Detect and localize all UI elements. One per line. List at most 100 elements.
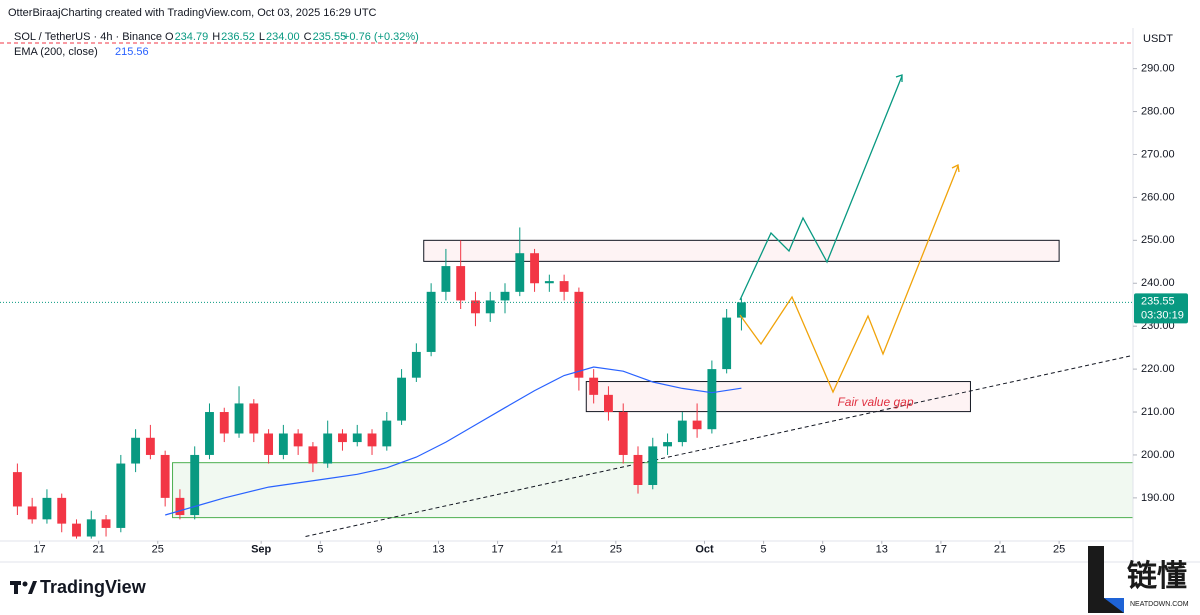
logo-text: TradingView	[40, 577, 147, 597]
x-tick-label: Sep	[251, 544, 271, 556]
alt-arrowhead	[951, 164, 960, 173]
candle-body	[618, 412, 628, 455]
candle-body	[131, 437, 141, 464]
y-tick-label: 190.00	[1141, 492, 1175, 504]
candle-body	[515, 253, 525, 292]
alt-projection	[739, 165, 959, 394]
candle-body	[426, 291, 436, 352]
y-tick-label: 280.00	[1141, 105, 1175, 117]
x-tick-label: 17	[935, 544, 947, 556]
y-tick-label: 220.00	[1141, 363, 1175, 375]
candle-body	[367, 433, 377, 447]
x-tick-label: 13	[876, 544, 888, 556]
candle-body	[219, 412, 229, 434]
candle-body	[293, 433, 303, 447]
candle-body	[116, 463, 126, 528]
credit: OtterBiraajCharting created with Trading…	[8, 7, 377, 19]
x-tick-label: 17	[33, 544, 45, 556]
candle-body	[264, 433, 274, 455]
logo-shape	[22, 581, 28, 587]
candle-body	[27, 506, 37, 520]
logo-shape	[28, 581, 37, 594]
candle-body	[736, 302, 746, 318]
ohlc-legend: O 234.79 H 236.52 L 234.00 C 235.55	[165, 31, 346, 43]
candle-body	[278, 433, 288, 455]
ema-line	[165, 366, 742, 516]
x-tick-label: Oct	[695, 544, 714, 556]
x-tick-label: 5	[317, 544, 323, 556]
candle-body	[441, 266, 451, 292]
x-tick-label: 21	[93, 544, 105, 556]
candle-body	[411, 351, 421, 378]
x-tick-label: 5	[761, 544, 767, 556]
candle-body	[604, 394, 613, 413]
candle-body	[722, 317, 732, 370]
candle-body	[338, 433, 347, 443]
zone	[423, 239, 1060, 262]
ohlc-value: 234.00	[266, 31, 300, 43]
bull-arrowhead	[895, 74, 903, 82]
candle-body	[692, 420, 702, 430]
y-tick-label: 200.00	[1141, 449, 1175, 461]
candle-body	[456, 266, 466, 301]
y-tick-label: 260.00	[1141, 191, 1175, 203]
ohlc-value: 234.79	[175, 31, 209, 43]
candle-body	[160, 454, 170, 498]
candle-body	[175, 497, 185, 516]
y-tick-label: 210.00	[1141, 406, 1175, 418]
ohlc-key: C	[304, 31, 312, 43]
x-tick-label: 25	[1053, 544, 1065, 556]
bull-projection	[739, 75, 903, 301]
currency: USDT	[1143, 33, 1173, 45]
watermark-shape	[1104, 598, 1124, 613]
candle-body	[249, 403, 259, 434]
last-price-label: 235.55	[1141, 295, 1175, 307]
y-tick-label: 270.00	[1141, 148, 1175, 160]
zone	[585, 381, 971, 413]
watermark-sub: NEATDOWN.COM	[1130, 601, 1189, 608]
logo-shape	[14, 581, 18, 594]
candle-body	[190, 454, 200, 516]
x-tick-label: 25	[152, 544, 164, 556]
candle-body	[57, 497, 67, 524]
ohlc-value: 235.55	[313, 31, 347, 43]
candle-body	[648, 446, 658, 485]
x-tick-label: 9	[376, 544, 382, 556]
ema-legend-name: EMA (200, close)	[14, 46, 98, 58]
y-tick-label: 240.00	[1141, 277, 1175, 289]
candle-body	[101, 519, 111, 528]
candle-body	[323, 433, 333, 464]
candle-body	[42, 497, 52, 520]
candle-body	[485, 300, 495, 314]
candle-body	[12, 472, 22, 507]
x-tick-label: 25	[610, 544, 622, 556]
ohlc-key: H	[212, 31, 220, 43]
x-tick-label: 13	[432, 544, 444, 556]
candle-body	[589, 377, 599, 395]
candle-body	[382, 420, 392, 447]
candle-body	[707, 369, 717, 430]
candle-body	[633, 454, 643, 485]
candle-body	[145, 437, 155, 455]
watermark-shape	[1088, 546, 1124, 613]
y-tick-label: 290.00	[1141, 63, 1175, 75]
trendline	[305, 354, 1133, 537]
candle-body	[205, 412, 214, 455]
plot-area: Fair value gap	[12, 227, 1133, 539]
candle-body	[72, 523, 81, 537]
candle-body	[471, 300, 480, 314]
x-tick-label: 21	[994, 544, 1006, 556]
watermark: 链懂 NEATDOWN.COM	[1088, 546, 1189, 613]
x-tick-label: 17	[491, 544, 503, 556]
ohlc-key: O	[165, 31, 174, 43]
candle-body	[234, 403, 244, 434]
watermark-text: 链懂	[1127, 559, 1187, 593]
candle-body	[397, 377, 407, 421]
ema-legend-value: 215.56	[115, 46, 149, 58]
change: +0.76 (+0.32%)	[343, 31, 419, 43]
countdown: 03:30:19	[1141, 309, 1184, 321]
x-tick-label: 21	[551, 544, 563, 556]
